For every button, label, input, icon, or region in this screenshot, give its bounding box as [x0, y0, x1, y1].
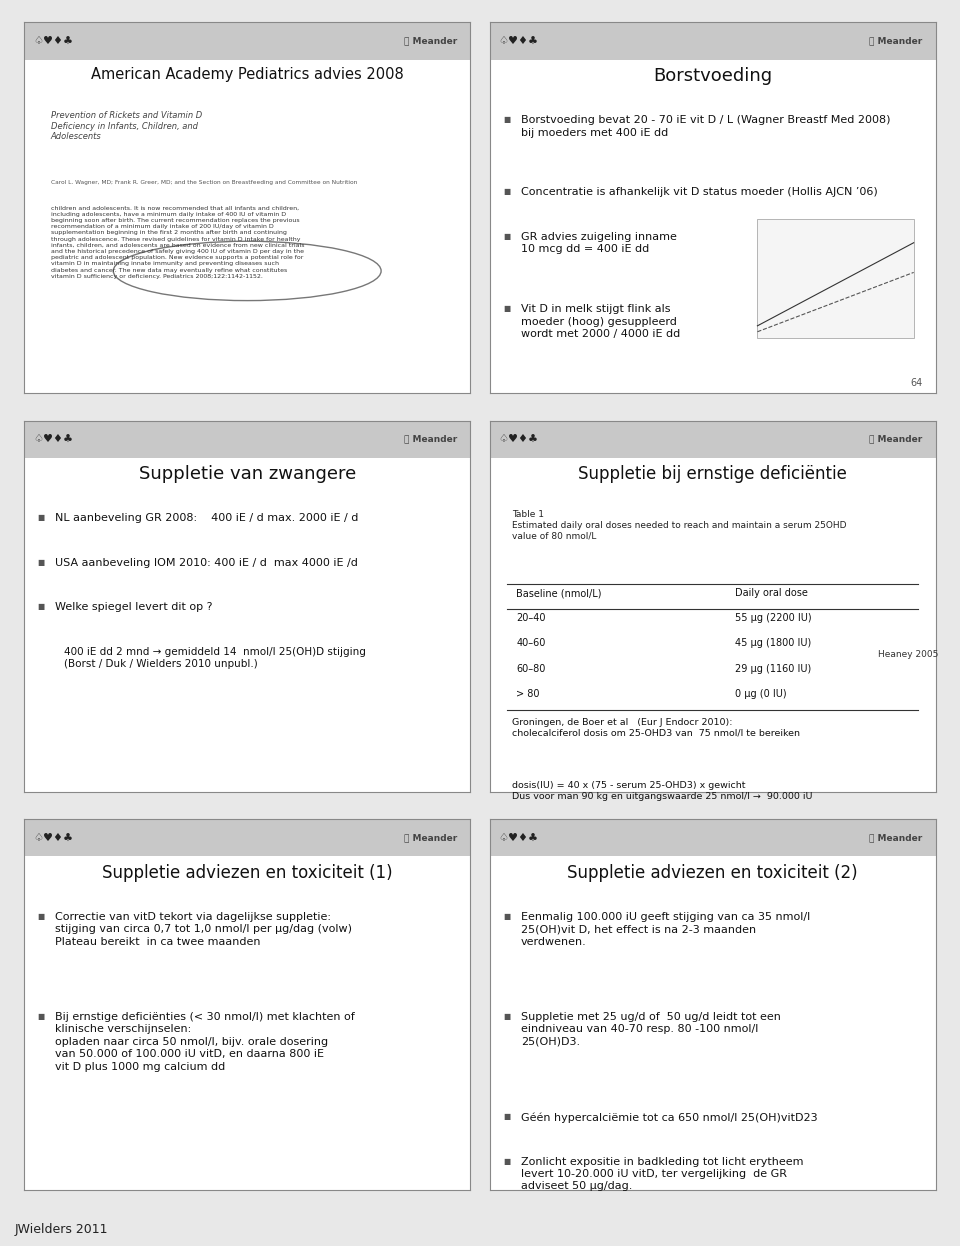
Text: Concentratie is afhankelijk vit D status moeder (Hollis AJCN ’06): Concentratie is afhankelijk vit D status… [521, 187, 877, 197]
Text: Baseline (nmol/L): Baseline (nmol/L) [516, 588, 602, 598]
Text: Ⓜ Meander: Ⓜ Meander [404, 435, 457, 444]
Text: ■: ■ [37, 558, 45, 567]
Text: ■: ■ [37, 513, 45, 522]
Text: children and adolescents. It is now recommended that all infants and children,
i: children and adolescents. It is now reco… [51, 206, 304, 279]
Text: Borstvoeding: Borstvoeding [653, 67, 773, 85]
Text: USA aanbeveling IOM 2010: 400 iE / d  max 4000 iE /d: USA aanbeveling IOM 2010: 400 iE / d max… [56, 558, 358, 568]
Text: Ⓜ Meander: Ⓜ Meander [870, 834, 923, 842]
Text: Ⓜ Meander: Ⓜ Meander [870, 435, 923, 444]
Bar [24, 421, 470, 457]
Bar [490, 22, 936, 60]
Text: Géén hypercalciëmie tot ca 650 nmol/l 25(OH)vitD23: Géén hypercalciëmie tot ca 650 nmol/l 25… [521, 1111, 818, 1123]
Text: ■: ■ [503, 115, 511, 125]
Text: 400 iE dd 2 mnd → gemiddeld 14  nmol/l 25(OH)D stijging
(Borst / Duk / Wielders : 400 iE dd 2 mnd → gemiddeld 14 nmol/l 25… [64, 647, 366, 669]
Text: American Academy Pediatrics advies 2008: American Academy Pediatrics advies 2008 [91, 67, 403, 82]
Text: ■: ■ [503, 304, 511, 313]
Text: Suppletie adviezen en toxiciteit (1): Suppletie adviezen en toxiciteit (1) [102, 863, 393, 881]
Text: NL aanbeveling GR 2008:    400 iE / d max. 2000 iE / d: NL aanbeveling GR 2008: 400 iE / d max. … [56, 513, 359, 523]
Text: Ⓜ Meander: Ⓜ Meander [870, 36, 923, 45]
Text: Table 1
Estimated daily oral doses needed to reach and maintain a serum 25OHD
va: Table 1 Estimated daily oral doses neede… [512, 510, 847, 541]
Text: Bij ernstige deficiënties (< 30 nmol/l) met klachten of
klinische verschijnselen: Bij ernstige deficiënties (< 30 nmol/l) … [56, 1012, 355, 1072]
Text: ♤♥♦♣: ♤♥♦♣ [498, 435, 539, 445]
Text: 20–40: 20–40 [516, 613, 546, 623]
Bar [24, 819, 470, 856]
Text: Eenmalig 100.000 iU geeft stijging van ca 35 nmol/l
25(OH)vit D, het effect is n: Eenmalig 100.000 iU geeft stijging van c… [521, 912, 810, 947]
Text: Ⓜ Meander: Ⓜ Meander [404, 36, 457, 45]
Bar [490, 819, 936, 856]
Text: ♤♥♦♣: ♤♥♦♣ [498, 36, 539, 46]
Text: Carol L. Wagner, MD; Frank R. Greer, MD; and the Section on Breastfeeding and Co: Carol L. Wagner, MD; Frank R. Greer, MD;… [51, 179, 357, 184]
Text: ■: ■ [503, 912, 511, 921]
Text: Suppletie adviezen en toxiciteit (2): Suppletie adviezen en toxiciteit (2) [567, 863, 858, 881]
Text: GR advies zuigeling inname
10 mcg dd = 400 iE dd: GR advies zuigeling inname 10 mcg dd = 4… [521, 232, 677, 254]
Text: ♤♥♦♣: ♤♥♦♣ [33, 435, 73, 445]
Text: 40–60: 40–60 [516, 638, 545, 648]
Text: 55 μg (2200 IU): 55 μg (2200 IU) [735, 613, 812, 623]
Text: JWielders 2011: JWielders 2011 [14, 1224, 108, 1236]
Text: ■: ■ [503, 232, 511, 240]
Text: 0 μg (0 IU): 0 μg (0 IU) [735, 689, 787, 699]
Text: ■: ■ [503, 1111, 511, 1121]
Text: Groningen, de Boer et al   (Eur J Endocr 2010):
cholecalciferol dosis om 25-OHD3: Groningen, de Boer et al (Eur J Endocr 2… [512, 718, 800, 738]
Text: Zonlicht expositie in badkleding tot licht erytheem
levert 10-20.000 iU vitD, te: Zonlicht expositie in badkleding tot lic… [521, 1156, 804, 1191]
Text: Welke spiegel levert dit op ?: Welke spiegel levert dit op ? [56, 603, 213, 613]
Text: Daily oral dose: Daily oral dose [735, 588, 808, 598]
Bar [490, 421, 936, 457]
Text: ■: ■ [503, 1012, 511, 1020]
Text: ♤♥♦♣: ♤♥♦♣ [33, 36, 73, 46]
Text: ♤♥♦♣: ♤♥♦♣ [498, 832, 539, 842]
Text: ♤♥♦♣: ♤♥♦♣ [33, 832, 73, 842]
Text: ■: ■ [37, 1012, 45, 1020]
Bar [757, 219, 914, 338]
Text: 45 μg (1800 IU): 45 μg (1800 IU) [735, 638, 811, 648]
Text: 60–80: 60–80 [516, 664, 545, 674]
Text: Vit D in melk stijgt flink als
moeder (hoog) gesuppleerd
wordt met 2000 / 4000 i: Vit D in melk stijgt flink als moeder (h… [521, 304, 680, 339]
Text: > 80: > 80 [516, 689, 540, 699]
Bar [24, 22, 470, 60]
Text: ■: ■ [37, 603, 45, 612]
Text: 29 μg (1160 IU): 29 μg (1160 IU) [735, 664, 811, 674]
Text: Suppletie bij ernstige deficiëntie: Suppletie bij ernstige deficiëntie [578, 465, 848, 483]
Text: Suppletie van zwangere: Suppletie van zwangere [138, 465, 356, 483]
Text: Ⓜ Meander: Ⓜ Meander [404, 834, 457, 842]
Text: ■: ■ [503, 187, 511, 197]
Text: ■: ■ [37, 912, 45, 921]
Text: 64: 64 [910, 378, 923, 388]
Text: dosis(IU) = 40 x (75 - serum 25-OHD3) x gewicht
Dus voor man 90 kg en uitgangswa: dosis(IU) = 40 x (75 - serum 25-OHD3) x … [512, 781, 812, 801]
Text: ■: ■ [503, 1156, 511, 1165]
Text: Correctie van vitD tekort via dagelijkse suppletie:
stijging van circa 0,7 tot 1: Correctie van vitD tekort via dagelijkse… [56, 912, 352, 947]
Text: Prevention of Rickets and Vitamin D
Deficiency in Infants, Children, and
Adolesc: Prevention of Rickets and Vitamin D Defi… [51, 111, 202, 141]
Text: Suppletie met 25 ug/d of  50 ug/d leidt tot een
eindniveau van 40-70 resp. 80 -1: Suppletie met 25 ug/d of 50 ug/d leidt t… [521, 1012, 780, 1047]
Text: Heaney 2005: Heaney 2005 [878, 649, 938, 659]
Text: Borstvoeding bevat 20 - 70 iE vit D / L (Wagner Breastf Med 2008)
bij moeders me: Borstvoeding bevat 20 - 70 iE vit D / L … [521, 115, 890, 137]
